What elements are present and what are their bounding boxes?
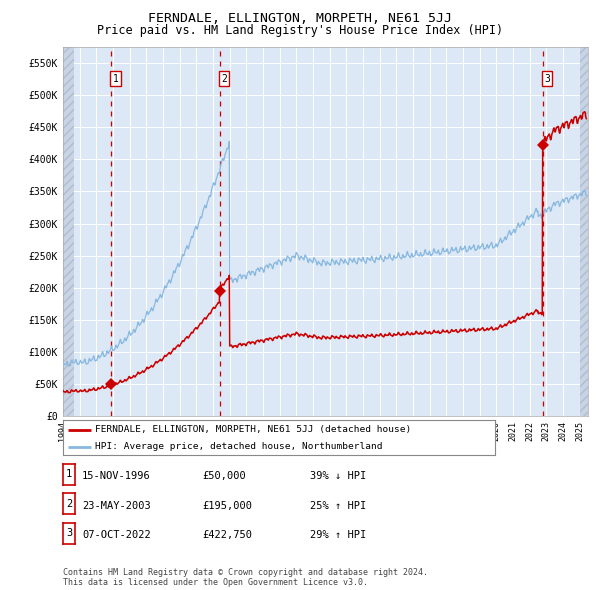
Text: 39% ↓ HPI: 39% ↓ HPI bbox=[310, 471, 367, 481]
Text: 2: 2 bbox=[66, 499, 72, 509]
Text: 07-OCT-2022: 07-OCT-2022 bbox=[82, 530, 151, 540]
Text: 23-MAY-2003: 23-MAY-2003 bbox=[82, 501, 151, 510]
Text: 3: 3 bbox=[544, 74, 550, 84]
Text: 25% ↑ HPI: 25% ↑ HPI bbox=[310, 501, 367, 510]
Text: 2: 2 bbox=[221, 74, 227, 84]
Text: £50,000: £50,000 bbox=[202, 471, 246, 481]
Text: HPI: Average price, detached house, Northumberland: HPI: Average price, detached house, Nort… bbox=[95, 442, 383, 451]
Bar bbox=[63, 47, 74, 416]
Text: Price paid vs. HM Land Registry's House Price Index (HPI): Price paid vs. HM Land Registry's House … bbox=[97, 24, 503, 37]
Text: FERNDALE, ELLINGTON, MORPETH, NE61 5JJ: FERNDALE, ELLINGTON, MORPETH, NE61 5JJ bbox=[148, 12, 452, 25]
Bar bbox=[580, 47, 588, 416]
Text: Contains HM Land Registry data © Crown copyright and database right 2024.
This d: Contains HM Land Registry data © Crown c… bbox=[63, 568, 428, 587]
Text: 15-NOV-1996: 15-NOV-1996 bbox=[82, 471, 151, 481]
Text: £422,750: £422,750 bbox=[202, 530, 252, 540]
Text: 29% ↑ HPI: 29% ↑ HPI bbox=[310, 530, 367, 540]
Text: 1: 1 bbox=[66, 470, 72, 479]
Text: FERNDALE, ELLINGTON, MORPETH, NE61 5JJ (detached house): FERNDALE, ELLINGTON, MORPETH, NE61 5JJ (… bbox=[95, 425, 412, 434]
Text: £195,000: £195,000 bbox=[202, 501, 252, 510]
Text: 1: 1 bbox=[113, 74, 118, 84]
Text: 3: 3 bbox=[66, 529, 72, 538]
